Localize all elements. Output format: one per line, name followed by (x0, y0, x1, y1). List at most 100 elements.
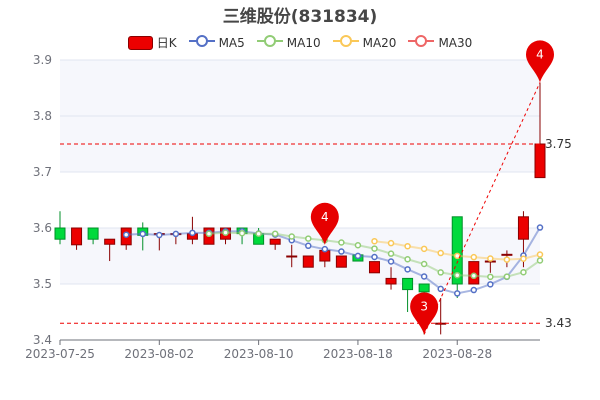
candle-legend-icon (127, 35, 153, 50)
ma-point (189, 229, 196, 237)
pin-icon (526, 40, 554, 83)
candle (269, 238, 281, 250)
line-legend-icon (256, 34, 283, 51)
y-tick-label: 3.7 (33, 165, 52, 179)
candle (286, 244, 298, 268)
candle (368, 261, 380, 274)
candle-body (385, 277, 397, 285)
ma-point (354, 252, 362, 260)
ma-point (453, 271, 461, 279)
line-legend-icon (408, 34, 435, 51)
mark-point-label: 3 (420, 299, 428, 313)
legend-item-ma10[interactable]: MA10 (256, 34, 321, 51)
candle-body (534, 143, 546, 179)
ma-point (420, 273, 428, 280)
ma-point (404, 242, 411, 250)
candle (87, 227, 99, 245)
mark-point-pin: 4 (526, 40, 554, 83)
ma-point (338, 248, 345, 255)
ma-point (470, 286, 478, 294)
candle (71, 227, 83, 250)
y-tick-label: 3.9 (33, 53, 52, 67)
candle-body (104, 238, 116, 245)
pin-icon (310, 202, 339, 245)
ma-point (487, 255, 494, 262)
line-legend-icon (188, 34, 215, 51)
legend-label: 日K (156, 36, 177, 50)
legend-item-ma30[interactable]: MA30 (408, 34, 472, 51)
split-area (60, 284, 540, 340)
x-tick-label: 2023-08-28 (422, 347, 492, 361)
line-legend-icon (332, 34, 359, 51)
legend-label: MA5 (218, 35, 245, 50)
candle-body (501, 253, 513, 256)
candle (302, 255, 314, 268)
ma-point (437, 285, 444, 293)
ma-point (420, 245, 428, 253)
candle (385, 267, 397, 290)
candle-body (71, 227, 83, 246)
ma-point (139, 230, 147, 238)
ma-point (371, 237, 378, 245)
ma-point (437, 249, 444, 257)
ma-point (122, 231, 130, 238)
chart-title: 三维股份(831834) (222, 7, 378, 27)
ma-point (156, 231, 163, 239)
candle-body (54, 227, 66, 240)
candle-body (368, 261, 380, 274)
ma-point (305, 242, 312, 250)
x-tick-label: 2023-08-02 (124, 347, 194, 361)
candle-body (302, 255, 314, 268)
ma-point (387, 239, 395, 247)
ma-point (387, 250, 395, 257)
ma-point (470, 272, 478, 280)
candle (335, 255, 347, 268)
candle-body (269, 238, 281, 245)
candle-body (286, 255, 298, 258)
legend-label: MA20 (362, 35, 397, 50)
ma-point (437, 269, 444, 276)
legend-label: MA10 (286, 35, 321, 50)
split-area (60, 60, 540, 116)
ma-point (470, 253, 478, 261)
ma-point (503, 273, 511, 280)
ma-point (271, 230, 279, 237)
ma-point (420, 260, 428, 268)
x-tick-label: 2023-08-18 (323, 347, 393, 361)
candle (402, 277, 414, 312)
ma-point (321, 245, 329, 253)
ma-point (371, 245, 378, 252)
y-tick-label: 3.8 (33, 109, 52, 123)
mark-point-label: 4 (536, 47, 544, 61)
ma-point (487, 273, 494, 281)
ma-point (520, 255, 527, 262)
legend: 日K MA5 MA10 MA20 MA30 (0, 34, 600, 51)
ma-point (487, 281, 494, 288)
candle-body (517, 216, 529, 240)
mark-line-label: 3.43 (545, 316, 572, 330)
pin-icon (410, 292, 439, 335)
ma-point (305, 235, 312, 242)
legend-label: MA30 (438, 35, 473, 50)
ma-point (205, 230, 213, 238)
legend-item-ma20[interactable]: MA20 (332, 34, 397, 51)
mark-point-pin: 4 (310, 202, 339, 245)
ma-point (453, 290, 461, 297)
candle (104, 238, 116, 262)
legend-item-日k[interactable]: 日K (127, 34, 177, 51)
candle-body (418, 283, 430, 293)
ma-point (404, 255, 411, 263)
ma-point (536, 251, 544, 258)
legend-item-ma5[interactable]: MA5 (188, 34, 245, 51)
candle-body (335, 255, 347, 268)
ma-point (288, 233, 295, 240)
split-area (60, 172, 540, 228)
y-tick-label: 3.5 (33, 277, 52, 291)
ma-point (536, 224, 544, 231)
ma-point (238, 229, 246, 237)
x-tick-label: 2023-07-25 (25, 347, 95, 361)
y-tick-label: 3.6 (33, 221, 52, 235)
ma-point (222, 229, 229, 236)
